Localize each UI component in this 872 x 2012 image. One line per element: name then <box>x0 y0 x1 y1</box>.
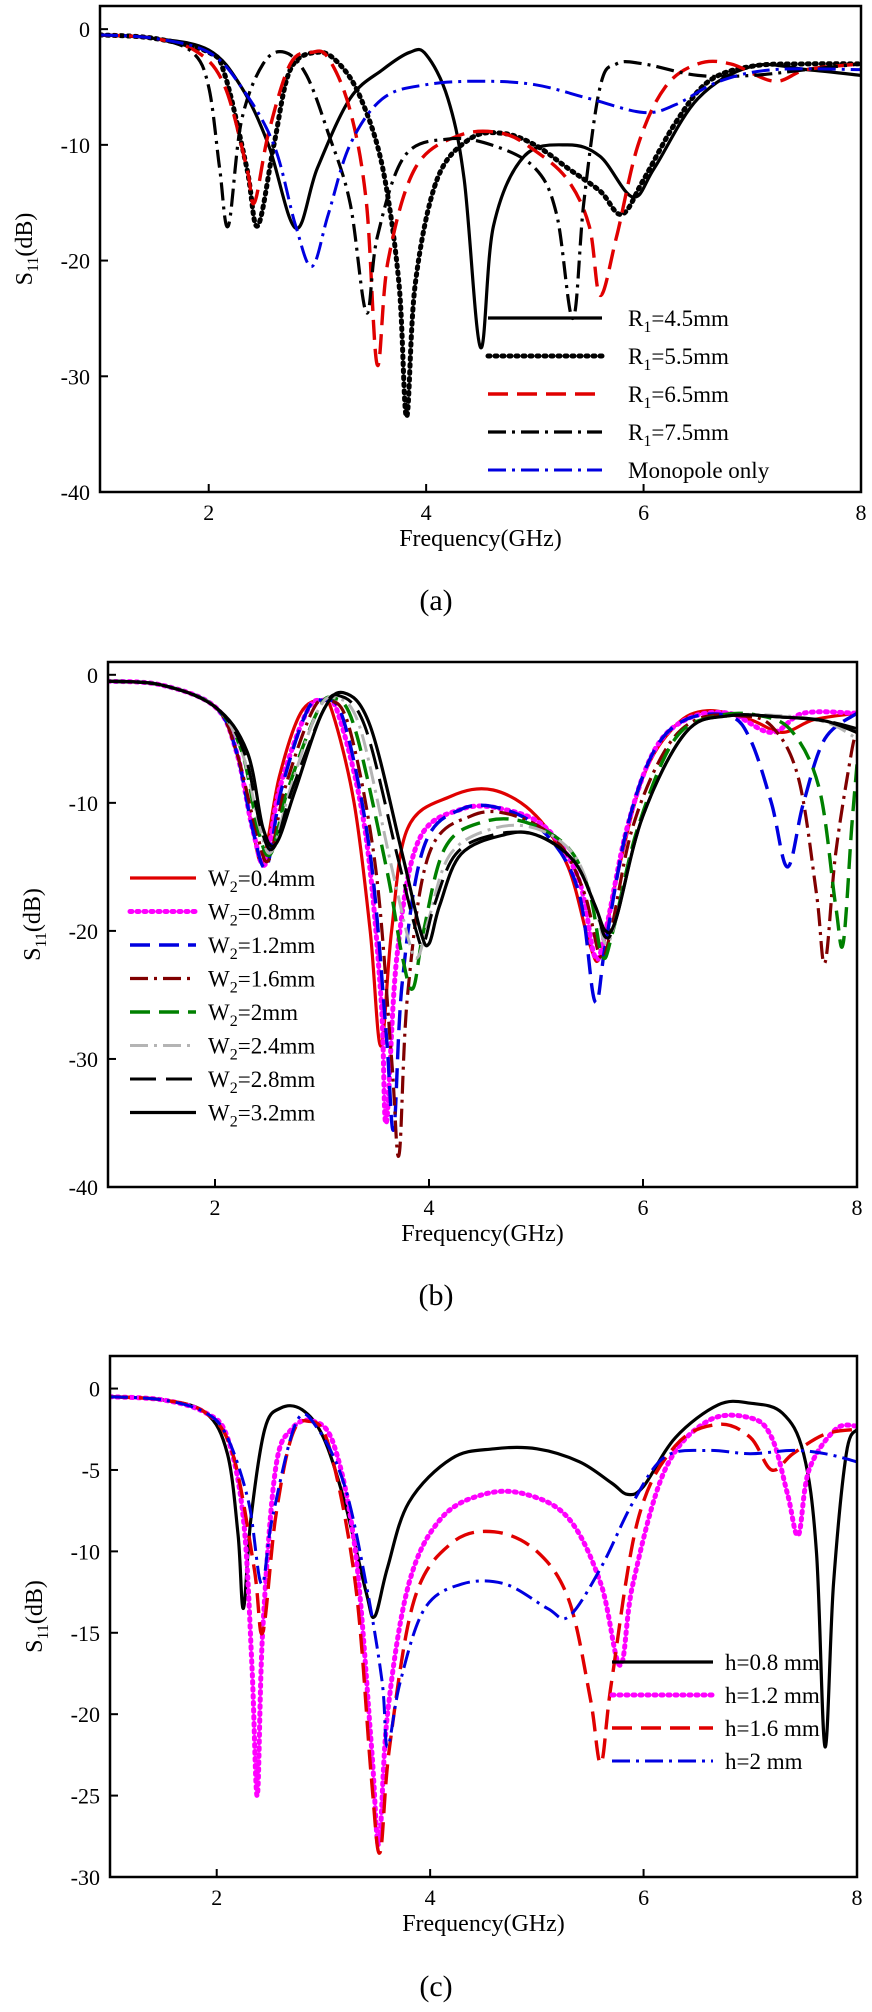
y-tick-label: 0 <box>87 663 98 688</box>
series-group <box>108 678 857 1158</box>
y-tick-label: -30 <box>71 1865 100 1890</box>
y-tick-label: -30 <box>61 364 90 389</box>
y-tick-label: 0 <box>89 1377 100 1402</box>
plot-frame <box>106 660 859 1189</box>
legend-label: Monopole only <box>628 458 770 483</box>
y-tick-label: -25 <box>71 1784 100 1809</box>
y-tick-label: -10 <box>71 1539 100 1564</box>
x-tick-label: 8 <box>852 1885 863 1910</box>
y-tick-label: -5 <box>82 1458 100 1483</box>
y-axis-title: S11(dB) <box>12 213 42 286</box>
y-axis-title-group: S11(dB) <box>22 1580 52 1653</box>
y-tick-label: -10 <box>61 133 90 158</box>
y-tick-label: -15 <box>71 1621 100 1646</box>
series-line-5 <box>108 679 857 991</box>
series-line-4 <box>100 33 861 321</box>
series-line-4 <box>108 679 857 1158</box>
x-tick-label: 6 <box>638 1885 649 1910</box>
legend-label: h=1.6 mm <box>725 1716 820 1741</box>
panel-caption: (a) <box>419 584 452 617</box>
panel-caption: (b) <box>419 1279 454 1312</box>
y-axis-title: S11(dB) <box>22 1580 52 1653</box>
legend-label: R1=6.5mm <box>628 382 729 412</box>
legend-label: h=1.2 mm <box>725 1683 820 1708</box>
x-tick-label: 6 <box>638 500 649 525</box>
x-tick-label: 4 <box>425 1885 436 1910</box>
series-group <box>110 1394 857 1855</box>
y-axis-title: S11(dB) <box>20 888 50 961</box>
x-axis-title: Frequency(GHz) <box>401 1221 564 1247</box>
series-line-2 <box>110 1394 857 1848</box>
panel-caption: (c) <box>419 1970 452 2003</box>
x-axis-title: Frequency(GHz) <box>402 1911 565 1937</box>
series-line-5 <box>100 33 861 268</box>
y-tick-label: -40 <box>69 1175 98 1200</box>
x-axis-title: Frequency(GHz) <box>399 526 562 552</box>
legend-label: W2=1.2mm <box>208 933 315 963</box>
y-tick-label: 0 <box>79 17 90 42</box>
legend-label: W2=0.4mm <box>208 866 315 896</box>
y-tick-label: -20 <box>69 919 98 944</box>
legend-label: h=0.8 mm <box>725 1650 820 1675</box>
x-tick-label: 4 <box>421 500 432 525</box>
legend-label: R1=7.5mm <box>628 420 729 450</box>
series-line-1 <box>110 1395 857 1749</box>
x-tick-label: 2 <box>203 500 214 525</box>
plot-frame <box>98 4 863 494</box>
series-group <box>100 32 861 420</box>
chart-panel-a: 2 4 6 8 0 -10 -20 -30 -40 Frequency(GHz) S11(dB) R1… <box>12 4 867 617</box>
series-line-3 <box>108 679 857 1132</box>
x-tick-label: 8 <box>856 500 867 525</box>
plot-frame <box>108 1354 859 1879</box>
legend-label: W2=2.4mm <box>208 1034 315 1064</box>
series-line-2 <box>100 32 861 420</box>
x-tick-label: 6 <box>638 1195 649 1220</box>
legend-label: W2=0.8mm <box>208 900 315 930</box>
legend-label: R1=5.5mm <box>628 344 729 374</box>
x-tick-label: 2 <box>210 1195 221 1220</box>
legend-label: h=2 mm <box>725 1749 803 1774</box>
legend-label: W2=2.8mm <box>208 1067 315 1097</box>
legend-label: R1=4.5mm <box>628 306 729 336</box>
series-line-4 <box>110 1395 857 1749</box>
chart-panel-c: 2 4 6 8 0 -5 -10 -15 -20 -25 -30 Frequency(GHz) S11(… <box>22 1354 863 2003</box>
y-tick-label: -30 <box>69 1047 98 1072</box>
y-tick-label: -20 <box>61 249 90 274</box>
series-line-8 <box>108 679 857 948</box>
legend: R1=4.5mm R1=5.5mm R1=6.5mm R1=7.5mm Monopole… <box>485 306 770 483</box>
legend-label: W2=3.2mm <box>208 1101 315 1131</box>
y-tick-label: -20 <box>71 1702 100 1727</box>
y-tick-label: -40 <box>61 480 90 505</box>
y-axis-title-group: S11(dB) <box>20 888 50 961</box>
series-line-3 <box>100 33 861 368</box>
x-tick-label: 4 <box>424 1195 435 1220</box>
series-line-3 <box>110 1395 857 1855</box>
series-line-1 <box>100 33 861 350</box>
x-tick-label: 8 <box>852 1195 863 1220</box>
legend-label: W2=1.6mm <box>208 967 315 997</box>
chart-panel-b: 2 4 6 8 0 -10 -20 -30 -40 Frequency(GHz) S11(dB) W2… <box>20 660 863 1312</box>
y-axis-title-group: S11(dB) <box>12 213 42 286</box>
legend: h=0.8 mm h=1.2 mm h=1.6 mm h=2 mm <box>609 1650 820 1774</box>
y-tick-label: -10 <box>69 791 98 816</box>
x-tick-label: 2 <box>211 1885 222 1910</box>
legend-label: W2=2mm <box>208 1000 298 1030</box>
